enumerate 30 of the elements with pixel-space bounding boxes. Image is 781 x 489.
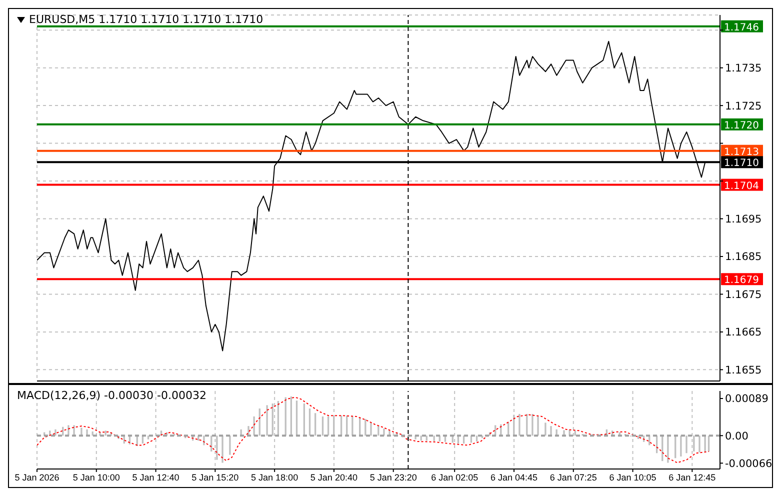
y-tick-label: 1.1725 <box>725 100 762 112</box>
y-tick-label: 1.1735 <box>725 62 762 75</box>
y-tick-label: 1.1675 <box>725 288 762 301</box>
ref-line-label: 1.1720 <box>724 120 759 132</box>
y-tick-label: 0.00 <box>725 430 748 442</box>
ref-line-label: 1.1710 <box>724 158 759 170</box>
x-tick-label: 6 Jan 02:05 <box>431 472 478 482</box>
y-tick-label: 1.1655 <box>725 364 762 376</box>
x-tick-label: 6 Jan 12:45 <box>668 472 716 482</box>
ref-line-label: 1.1713 <box>724 146 759 158</box>
ref-line-label: 1.1746 <box>724 22 759 34</box>
x-tick-label: 6 Jan 07:25 <box>550 472 597 482</box>
x-tick-label: 5 Jan 10:00 <box>72 472 120 482</box>
chart-title: EURUSD,M5 1.1710 1.1710 1.1710 1.1710 <box>29 13 264 26</box>
x-tick-label: 6 Jan 04:45 <box>490 472 538 482</box>
y-tick-label: -0.00066 <box>725 458 773 470</box>
x-tick-label: 5 Jan 12:40 <box>132 472 180 482</box>
x-tick-label: 5 Jan 15:20 <box>192 472 239 482</box>
ref-line-label: 1.1679 <box>724 275 759 286</box>
x-tick-label: 5 Jan 2026 <box>14 472 60 482</box>
x-tick-label: 6 Jan 10:05 <box>609 472 656 482</box>
y-tick-label: 1.1695 <box>725 213 762 226</box>
x-tick-label: 5 Jan 23:20 <box>370 472 417 482</box>
y-tick-label: 1.1665 <box>725 326 762 339</box>
y-tick-label: 1.1685 <box>725 251 762 264</box>
ref-line-label: 1.1704 <box>724 180 759 192</box>
x-tick-label: 5 Jan 18:00 <box>251 472 298 482</box>
x-tick-label: 5 Jan 20:40 <box>310 472 358 482</box>
y-tick-label: 0.00089 <box>725 393 768 406</box>
chart-title: MACD(12,26,9) -0.00030 -0.00032 <box>17 389 206 402</box>
